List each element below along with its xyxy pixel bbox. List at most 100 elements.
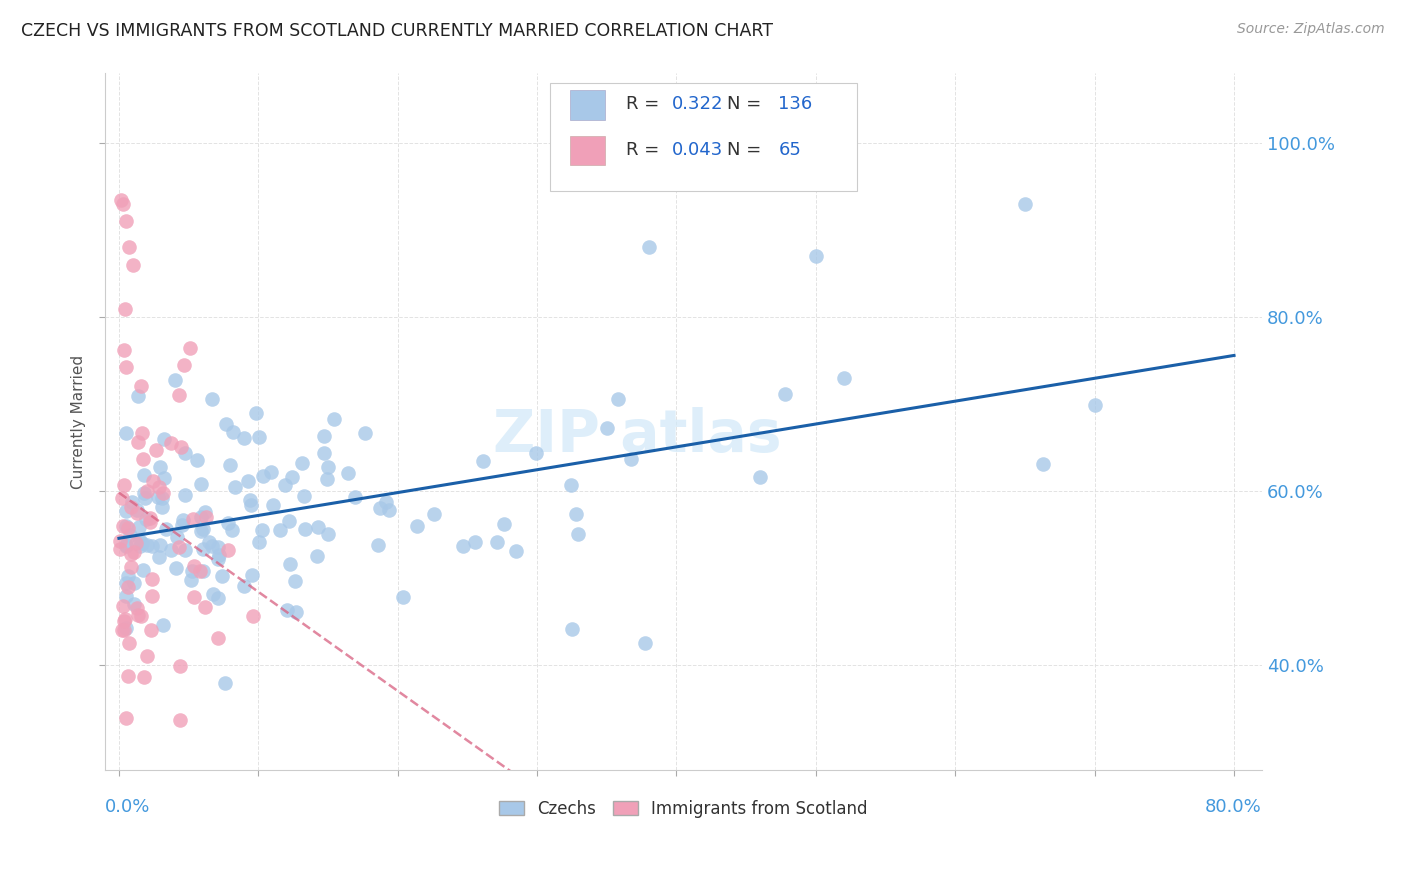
Point	[1014, 196, 1036, 211]
Point	[112, 196, 135, 211]
Point	[122, 576, 145, 591]
Text: 65: 65	[779, 141, 801, 159]
Point	[159, 435, 181, 450]
Point	[135, 484, 157, 499]
Point	[633, 636, 655, 650]
Point	[131, 535, 153, 549]
Point	[464, 534, 486, 549]
Point	[148, 480, 170, 494]
Point	[152, 618, 174, 632]
Text: 0.0%: 0.0%	[105, 797, 150, 816]
Point	[170, 440, 193, 454]
Point	[152, 485, 174, 500]
Point	[127, 389, 149, 403]
Point	[148, 490, 170, 504]
Point	[115, 504, 138, 518]
Point	[276, 602, 298, 616]
Point	[135, 512, 157, 526]
Point	[492, 517, 515, 532]
Point	[148, 537, 170, 551]
Point	[247, 534, 270, 549]
Point	[180, 565, 202, 579]
Point	[115, 621, 138, 635]
Point	[135, 538, 157, 552]
Point	[132, 486, 155, 500]
Point	[773, 387, 796, 401]
Point	[561, 622, 583, 636]
Point	[217, 542, 239, 557]
Point	[190, 476, 212, 491]
Point	[129, 609, 152, 624]
Point	[239, 498, 262, 512]
Point	[132, 452, 155, 467]
Y-axis label: Currently Married: Currently Married	[72, 354, 86, 489]
Point	[128, 520, 150, 534]
Point	[343, 490, 366, 504]
Point	[129, 534, 152, 549]
Point	[141, 572, 163, 586]
Point	[202, 587, 225, 601]
Point	[284, 574, 307, 588]
Point	[111, 624, 134, 638]
Point	[172, 517, 194, 532]
Text: Source: ZipAtlas.com: Source: ZipAtlas.com	[1237, 22, 1385, 37]
Point	[169, 713, 191, 727]
Point	[118, 528, 141, 542]
Point	[294, 523, 316, 537]
FancyBboxPatch shape	[569, 90, 605, 120]
Point	[183, 590, 205, 604]
Point	[115, 576, 138, 591]
Point	[122, 258, 145, 272]
Point	[367, 538, 389, 552]
Point	[422, 508, 444, 522]
Point	[406, 518, 429, 533]
Point	[284, 605, 307, 619]
Text: CZECH VS IMMIGRANTS FROM SCOTLAND CURRENTLY MARRIED CORRELATION CHART: CZECH VS IMMIGRANTS FROM SCOTLAND CURREN…	[21, 22, 773, 40]
Point	[194, 505, 217, 519]
Point	[505, 544, 527, 558]
Point	[145, 443, 167, 458]
Point	[207, 551, 229, 566]
Point	[183, 559, 205, 574]
Point	[190, 524, 212, 539]
Point	[179, 341, 201, 355]
Point	[114, 302, 136, 317]
Point	[122, 597, 145, 611]
Point	[141, 590, 163, 604]
Point	[173, 543, 195, 558]
Point	[749, 470, 772, 484]
Point	[236, 474, 259, 488]
Point	[117, 635, 139, 649]
Point	[115, 711, 138, 725]
Point	[139, 515, 162, 529]
Point	[804, 249, 827, 263]
Point	[132, 563, 155, 577]
Point	[239, 493, 262, 508]
Point	[153, 432, 176, 446]
Point	[281, 470, 304, 484]
Point	[207, 631, 229, 645]
Point	[233, 579, 256, 593]
Point	[260, 465, 283, 479]
Point	[139, 511, 162, 525]
Point	[240, 568, 263, 582]
Point	[215, 417, 238, 432]
Point	[150, 491, 173, 505]
Point	[112, 343, 135, 357]
Point	[262, 498, 284, 512]
Point	[117, 521, 139, 535]
Point	[117, 569, 139, 583]
Point	[115, 519, 138, 533]
Point	[314, 428, 336, 442]
Point	[214, 676, 236, 690]
Point	[115, 214, 138, 228]
Point	[314, 446, 336, 460]
Point	[277, 515, 299, 529]
Point	[247, 430, 270, 444]
Point	[316, 472, 339, 486]
Point	[129, 539, 152, 553]
Point	[217, 516, 239, 530]
Point	[125, 535, 148, 549]
Text: 80.0%: 80.0%	[1205, 797, 1263, 816]
Point	[451, 539, 474, 553]
